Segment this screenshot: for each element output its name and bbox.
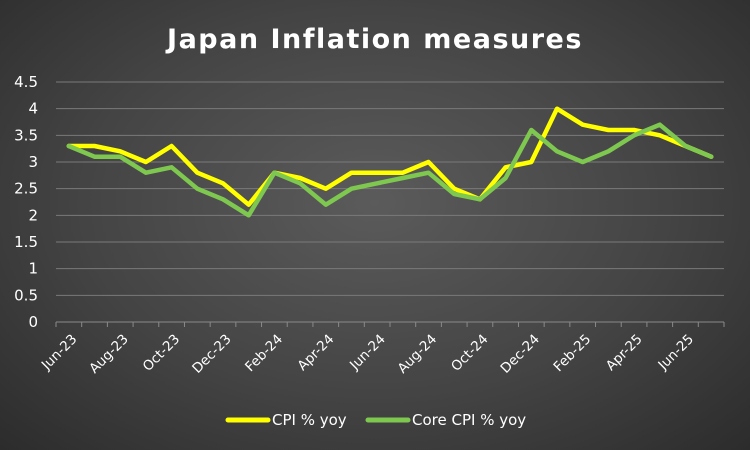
series-lines	[66, 106, 714, 218]
x-tick-label: Oct-24	[448, 331, 491, 374]
x-tick-label: Aug-24	[395, 331, 441, 377]
legend-label: CPI % yoy	[272, 411, 347, 429]
y-tick-label: 3	[28, 153, 38, 171]
x-tick-label: Jun-25	[655, 331, 698, 374]
y-tick-label: 1.5	[14, 233, 38, 251]
series-line-cpi	[66, 106, 714, 207]
legend: CPI % yoy Core CPI % yoy	[225, 411, 526, 429]
x-tick-label: Jun-24	[346, 331, 389, 374]
x-axis: Jun-23 Aug-23 Oct-23 Dec-23 Feb-24 Apr-24 Jun-…	[38, 321, 725, 377]
x-tick-label: Dec-24	[498, 331, 543, 376]
y-tick-label: 3.5	[14, 126, 38, 144]
series-line-core-cpi	[66, 122, 714, 218]
chart-title: Japan Inflation measures	[165, 24, 583, 55]
x-tick-label: Apr-24	[295, 331, 338, 374]
y-tick-label: 0.5	[14, 286, 38, 304]
y-tick-label: 4	[28, 100, 38, 118]
y-axis: 0 0.5 1 1.5 2 2.5 3 3.5 4 4.5	[14, 73, 38, 331]
y-tick-label: 2	[28, 206, 38, 224]
y-tick-label: 1	[28, 260, 38, 278]
x-tick-label: Dec-23	[189, 331, 234, 376]
y-tick-label: 0	[28, 313, 38, 331]
y-tick-label: 2.5	[14, 180, 38, 198]
legend-label: Core CPI % yoy	[412, 411, 526, 429]
x-tick-label: Aug-23	[86, 331, 132, 377]
x-tick-label: Feb-24	[242, 331, 286, 375]
y-tick-label: 4.5	[14, 73, 38, 91]
x-tick-label: Feb-25	[550, 331, 594, 375]
x-tick-label: Jun-23	[38, 331, 81, 374]
x-tick-label: Oct-23	[140, 331, 183, 374]
gridlines	[56, 81, 724, 296]
x-tick-label: Apr-25	[603, 331, 646, 374]
